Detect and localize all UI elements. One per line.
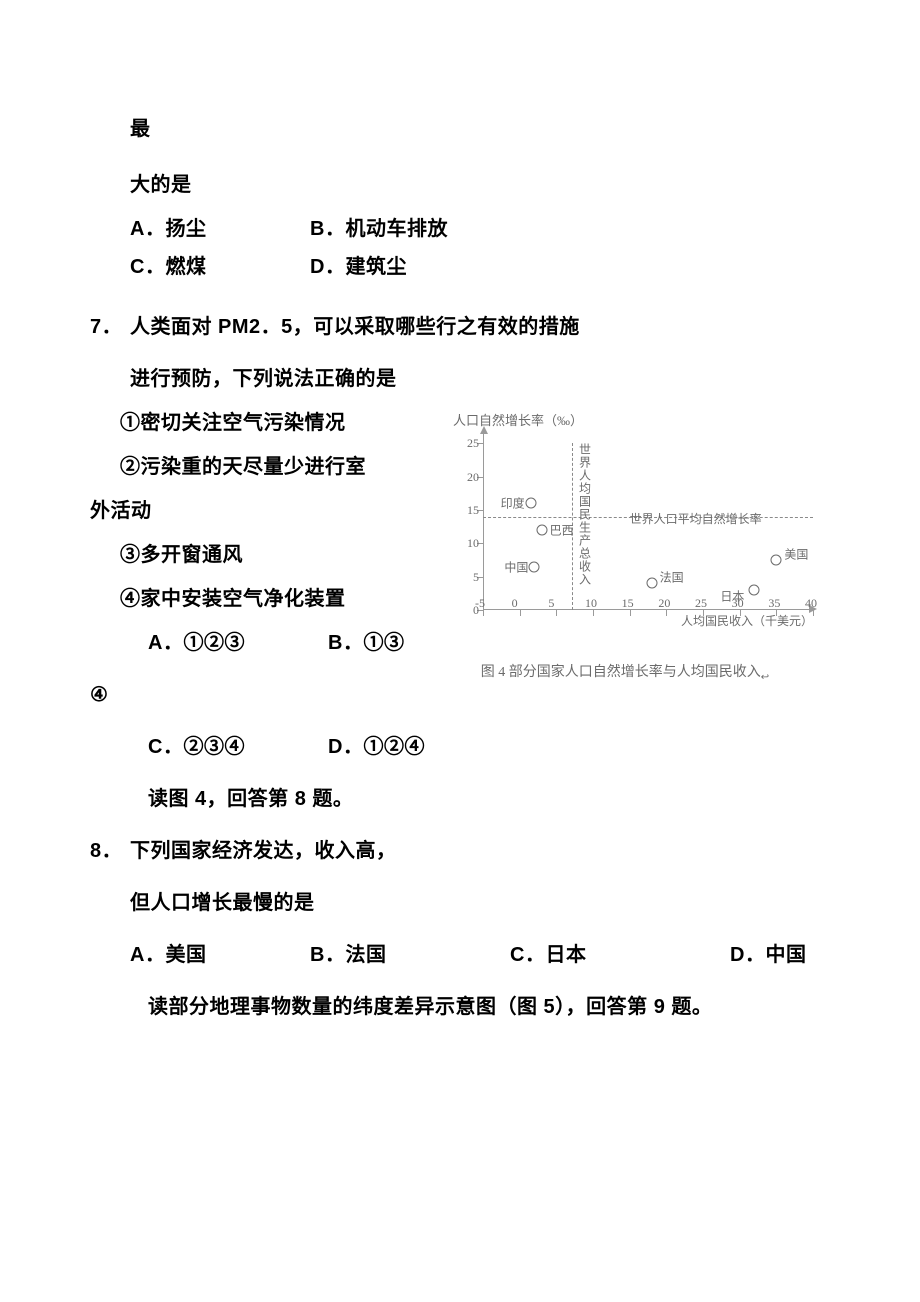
xlabel: 20 [658, 596, 670, 611]
ylabel: 15 [459, 503, 479, 518]
figure-4-chart: 人口自然增长率（‰） 0510152025-50510152025303540人… [415, 410, 835, 675]
data-point-label: 巴西 [550, 522, 574, 539]
instr1: 读图 4，回答第 8 题。 [148, 780, 830, 818]
data-point [525, 498, 536, 509]
xlabel: 0 [512, 596, 518, 611]
arrow-y-icon [480, 426, 488, 434]
xlabel: 15 [622, 596, 634, 611]
ylabel: 10 [459, 536, 479, 551]
xlabel: 10 [585, 596, 597, 611]
data-point [536, 525, 547, 536]
xlabel: 25 [695, 596, 707, 611]
q6-opt-c[interactable]: C．燃煤 [130, 248, 310, 286]
xlabel: 5 [548, 596, 554, 611]
tick-x [556, 610, 557, 616]
ylabel: 5 [459, 570, 479, 585]
q8-stem2: 但人口增长最慢的是 [130, 884, 830, 922]
data-point-label: 日本 [720, 588, 744, 605]
q7-opt-a[interactable]: A．①②③ [148, 624, 328, 662]
data-point [771, 555, 782, 566]
data-point-label: 中国 [504, 558, 528, 575]
q8-opt-a[interactable]: A．美国 [130, 936, 310, 974]
data-point-label: 美国 [784, 546, 808, 563]
q8-opt-b[interactable]: B．法国 [310, 936, 510, 974]
xlabel: 40 [805, 596, 817, 611]
instr2: 读部分地理事物数量的纬度差异示意图（图 5），回答第 9 题。 [148, 988, 830, 1026]
q8-opt-c[interactable]: C．日本 [510, 936, 730, 974]
q8-num: 8． [90, 832, 130, 870]
q6-opt-a[interactable]: A．扬尘 [130, 210, 310, 248]
q6-opt-d[interactable]: D．建筑尘 [310, 248, 407, 286]
world-income-label: 世界人均国民生产总收入 [576, 443, 593, 586]
q6-opts-row2: C．燃煤 D．建筑尘 [130, 248, 830, 286]
q6-opts-row1: A．扬尘 B．机动车排放 [130, 210, 830, 248]
q7-num: 7． [90, 308, 130, 346]
data-point-label: 法国 [660, 569, 684, 586]
q8-opts-row: A．美国 B．法国 C．日本 D．中国 [130, 936, 830, 974]
q7-opts-row2: C．②③④ D．①②④ [148, 728, 830, 766]
tick-x [520, 610, 521, 616]
data-point-label: 印度 [501, 495, 525, 512]
q6-opt-b[interactable]: B．机动车排放 [310, 210, 448, 248]
xlabel: -5 [475, 596, 485, 611]
q7-stem1: 人类面对 PM2．5，可以采取哪些行之有效的措施 [130, 308, 830, 346]
data-point [529, 561, 540, 572]
data-point [646, 578, 657, 589]
axis-x [483, 609, 813, 610]
xlabel: 35 [768, 596, 780, 611]
q7-stem2: 进行预防，下列说法正确的是 [130, 360, 830, 398]
q7-opt-c[interactable]: C．②③④ [148, 728, 328, 766]
q7-opt-d[interactable]: D．①②④ [328, 728, 425, 766]
axis-y [483, 430, 484, 610]
chart-caption: 图 4 部分国家人口自然增长率与人均国民收入↩ [415, 661, 835, 683]
q8-stem1: 下列国家经济发达，收入高， [130, 832, 830, 870]
q6-stem-cont2: 大的是 [130, 166, 830, 204]
ylabel: 20 [459, 470, 479, 485]
q8-opt-d[interactable]: D．中国 [730, 936, 806, 974]
q7-opt-b[interactable]: B．①③ [328, 624, 404, 662]
data-point [749, 585, 760, 596]
q6-stem-cont1: 最 [130, 110, 830, 148]
chart-x-title: 人均国民收入（千美元） [681, 612, 813, 629]
chart-y-title: 人口自然增长率（‰） [453, 410, 583, 429]
world-rate-label: 世界人口平均自然增长率 [630, 510, 762, 527]
ylabel: 25 [459, 436, 479, 451]
